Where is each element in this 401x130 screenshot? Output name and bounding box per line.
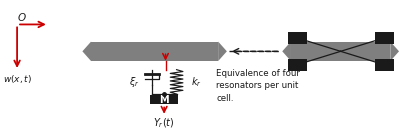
Text: $k_r$: $k_r$ — [191, 75, 202, 89]
Polygon shape — [82, 42, 91, 61]
Bar — [375, 32, 393, 44]
Text: M: M — [294, 33, 301, 42]
Text: M: M — [294, 60, 301, 69]
Bar — [375, 59, 393, 70]
Bar — [288, 59, 307, 70]
Text: $w(x,t)$: $w(x,t)$ — [2, 73, 32, 85]
Polygon shape — [218, 42, 227, 61]
Bar — [91, 42, 218, 61]
Bar — [150, 95, 178, 105]
Text: M: M — [380, 33, 388, 42]
Bar — [288, 32, 307, 44]
Bar — [291, 42, 390, 61]
Text: M: M — [159, 95, 169, 105]
Text: O: O — [17, 13, 25, 23]
Text: $Y_r(t)$: $Y_r(t)$ — [153, 117, 175, 130]
Text: $\xi_r$: $\xi_r$ — [129, 75, 139, 89]
Text: Equivalence of four
resonators per unit
cell.: Equivalence of four resonators per unit … — [216, 69, 300, 103]
Text: M: M — [380, 60, 388, 69]
Polygon shape — [282, 42, 291, 61]
Polygon shape — [390, 42, 399, 61]
